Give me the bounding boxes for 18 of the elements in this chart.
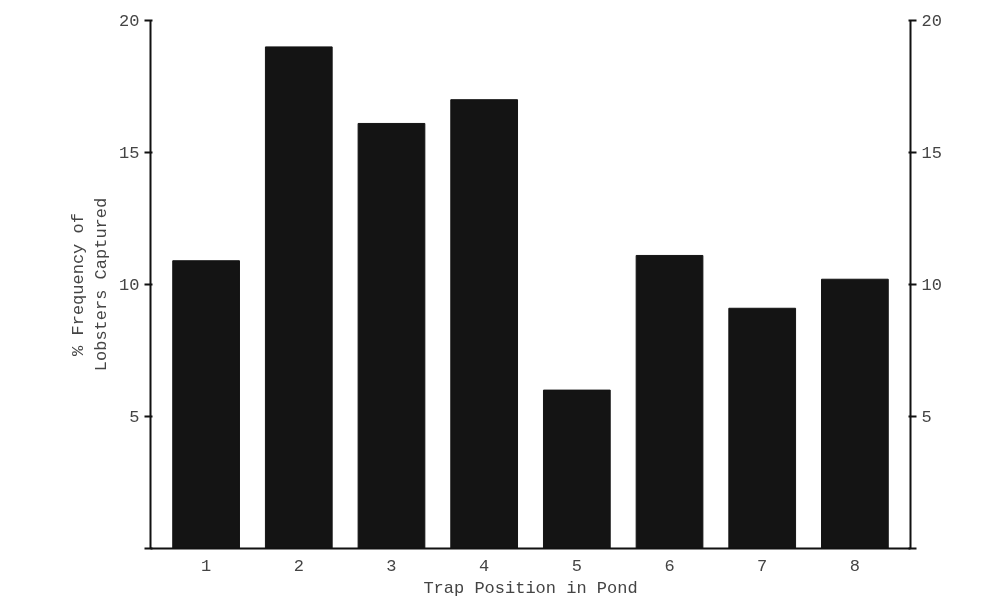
x-tick-label: 1 xyxy=(201,556,212,576)
y2-tick-label: 10 xyxy=(921,276,942,295)
x-tick-label: 6 xyxy=(664,556,675,576)
x-tick-label: 7 xyxy=(757,556,768,576)
x-tick-label: 5 xyxy=(571,556,582,576)
x-tick-label: 2 xyxy=(293,556,304,576)
y-axis-title: % Frequency of Lobsters Captured xyxy=(69,197,112,372)
y-tick-label: 20 xyxy=(119,12,140,31)
y2-tick-label: 15 xyxy=(921,144,942,163)
y-tick-label: 10 xyxy=(119,276,140,295)
y2-tick-label: 20 xyxy=(921,12,942,31)
y-tick-label: 5 xyxy=(129,408,140,427)
x-tick-label: 8 xyxy=(849,556,860,576)
x-tick-label: 3 xyxy=(386,556,397,576)
y-tick-label: 15 xyxy=(119,144,140,163)
y2-tick-label: 5 xyxy=(921,408,932,427)
x-tick-label: 4 xyxy=(479,556,490,576)
x-axis-title: Trap Position in Pond xyxy=(423,578,638,598)
